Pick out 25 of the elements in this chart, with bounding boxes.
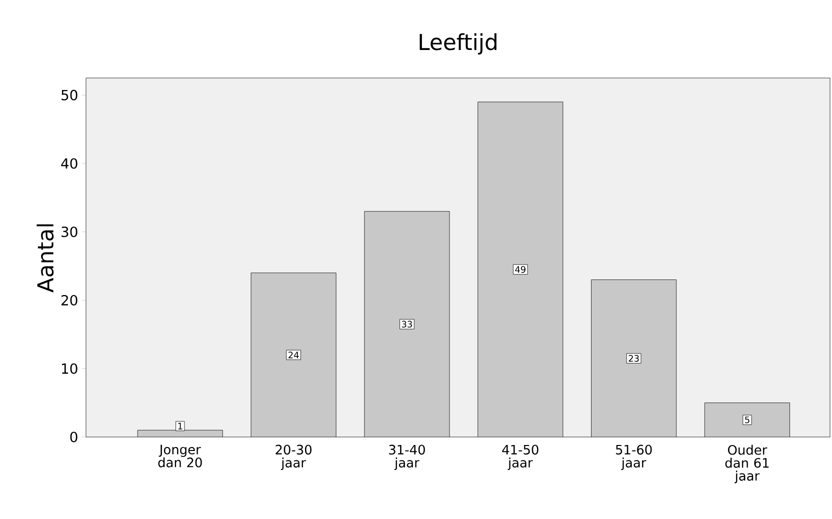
bar bbox=[364, 211, 450, 437]
x-tick-label: Ouder dan 61 jaar bbox=[725, 444, 769, 484]
y-axis-title: Aantal bbox=[36, 224, 54, 293]
data-label: 23 bbox=[628, 354, 639, 362]
y-tick-label: 0 bbox=[70, 432, 78, 442]
y-tick-label: 20 bbox=[61, 294, 78, 306]
data-label: 5 bbox=[745, 416, 750, 424]
bar bbox=[478, 102, 563, 437]
bar bbox=[251, 272, 336, 437]
y-tick-label: 50 bbox=[62, 90, 78, 100]
y-tick-label: 40 bbox=[61, 158, 78, 169]
y-tick-label: 30 bbox=[62, 226, 78, 238]
x-tick-label: Jonger dan 20 bbox=[158, 444, 202, 468]
x-tick-label: 20-30 jaar bbox=[276, 444, 312, 470]
bar bbox=[591, 280, 676, 437]
data-label: 24 bbox=[288, 352, 299, 358]
bar bbox=[704, 402, 790, 437]
x-tick-label: 51-60 jaar bbox=[616, 444, 652, 470]
data-label: 1 bbox=[178, 422, 182, 430]
x-tick-label: 41-50 jaar bbox=[502, 444, 538, 470]
x-tick-label: 31-40 jaar bbox=[389, 444, 425, 470]
y-tick-label: 10 bbox=[62, 363, 78, 374]
data-label: 33 bbox=[402, 320, 412, 328]
data-label: 49 bbox=[515, 266, 526, 273]
chart-title: Leeftijd bbox=[420, 33, 496, 54]
